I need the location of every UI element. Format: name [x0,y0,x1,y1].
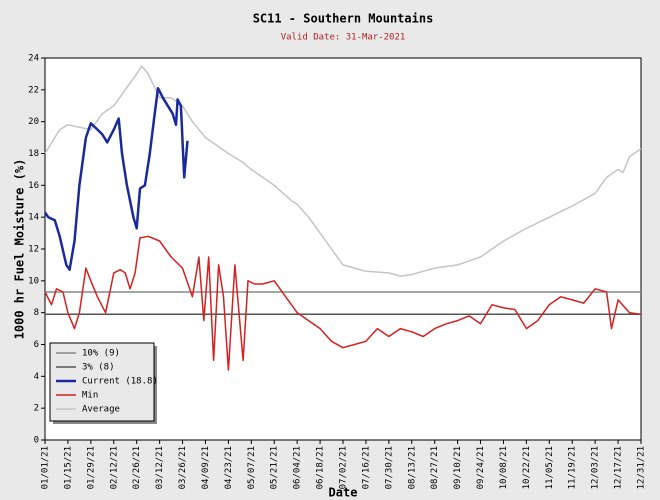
x-tick-label: 06/18/21 [316,446,326,489]
y-tick-label: 10 [28,276,39,286]
x-tick-label: 07/16/21 [361,446,371,489]
x-tick-label: 05/21/21 [270,446,280,489]
x-tick-label: 07/02/21 [339,446,349,489]
x-tick-label: 03/26/21 [178,446,188,489]
x-tick-label: 12/17/21 [614,446,624,489]
y-tick-label: 6 [34,340,39,350]
x-tick-label: 01/15/21 [63,446,73,489]
line-series [44,65,642,277]
y-axis-label: 1000 hr Fuel Moisture (%) [13,159,27,340]
x-tick-label: 04/09/21 [201,446,211,489]
y-tick-label: 16 [28,181,39,191]
legend-label: Average [82,405,120,415]
x-tick-label: 01/01/21 [41,446,51,489]
line-series [43,86,189,271]
chart-subtitle: Valid Date: 31-Mar-2021 [281,33,406,43]
x-tick-label: 05/07/21 [247,446,257,489]
x-tick-label: 07/30/21 [384,446,394,489]
x-tick-label: 12/03/21 [591,446,601,489]
x-tick-label: 11/19/21 [568,446,578,489]
x-tick-label: 11/05/21 [545,446,555,489]
x-tick-label: 03/12/21 [155,446,165,489]
legend-label: Current (18.8) [82,377,158,387]
legend-label: 10% (9) [82,349,120,359]
x-tick-label: 12/31/21 [637,446,647,489]
x-tick-label: 06/04/21 [293,446,303,489]
y-tick-label: 0 [34,436,39,446]
chart-title: SC11 - Southern Mountains [253,12,434,26]
line-series [44,235,642,371]
x-tick-label: 02/26/21 [132,446,142,489]
x-tick-label: 10/22/21 [522,446,532,489]
y-tick-label: 12 [28,245,39,255]
legend-label: Min [82,391,98,401]
x-axis-label: Date [329,486,358,500]
x-tick-label: 08/13/21 [407,446,417,489]
x-tick-label: 01/29/21 [86,446,96,489]
legend-label: 3% (8) [82,363,115,373]
x-tick-label: 08/27/21 [430,446,440,489]
x-tick-label: 04/23/21 [224,446,234,489]
y-tick-label: 14 [28,213,39,223]
y-tick-label: 24 [28,54,39,64]
y-tick-label: 20 [28,117,39,127]
y-tick-label: 4 [34,372,39,382]
x-tick-label: 09/24/21 [476,446,486,489]
y-tick-label: 2 [34,404,39,414]
x-tick-label: 02/12/21 [109,446,119,489]
y-tick-label: 22 [28,85,39,95]
x-tick-label: 10/08/21 [499,446,509,489]
y-tick-label: 18 [28,149,39,159]
y-tick-label: 8 [34,308,39,318]
x-tick-label: 09/10/21 [453,446,463,489]
